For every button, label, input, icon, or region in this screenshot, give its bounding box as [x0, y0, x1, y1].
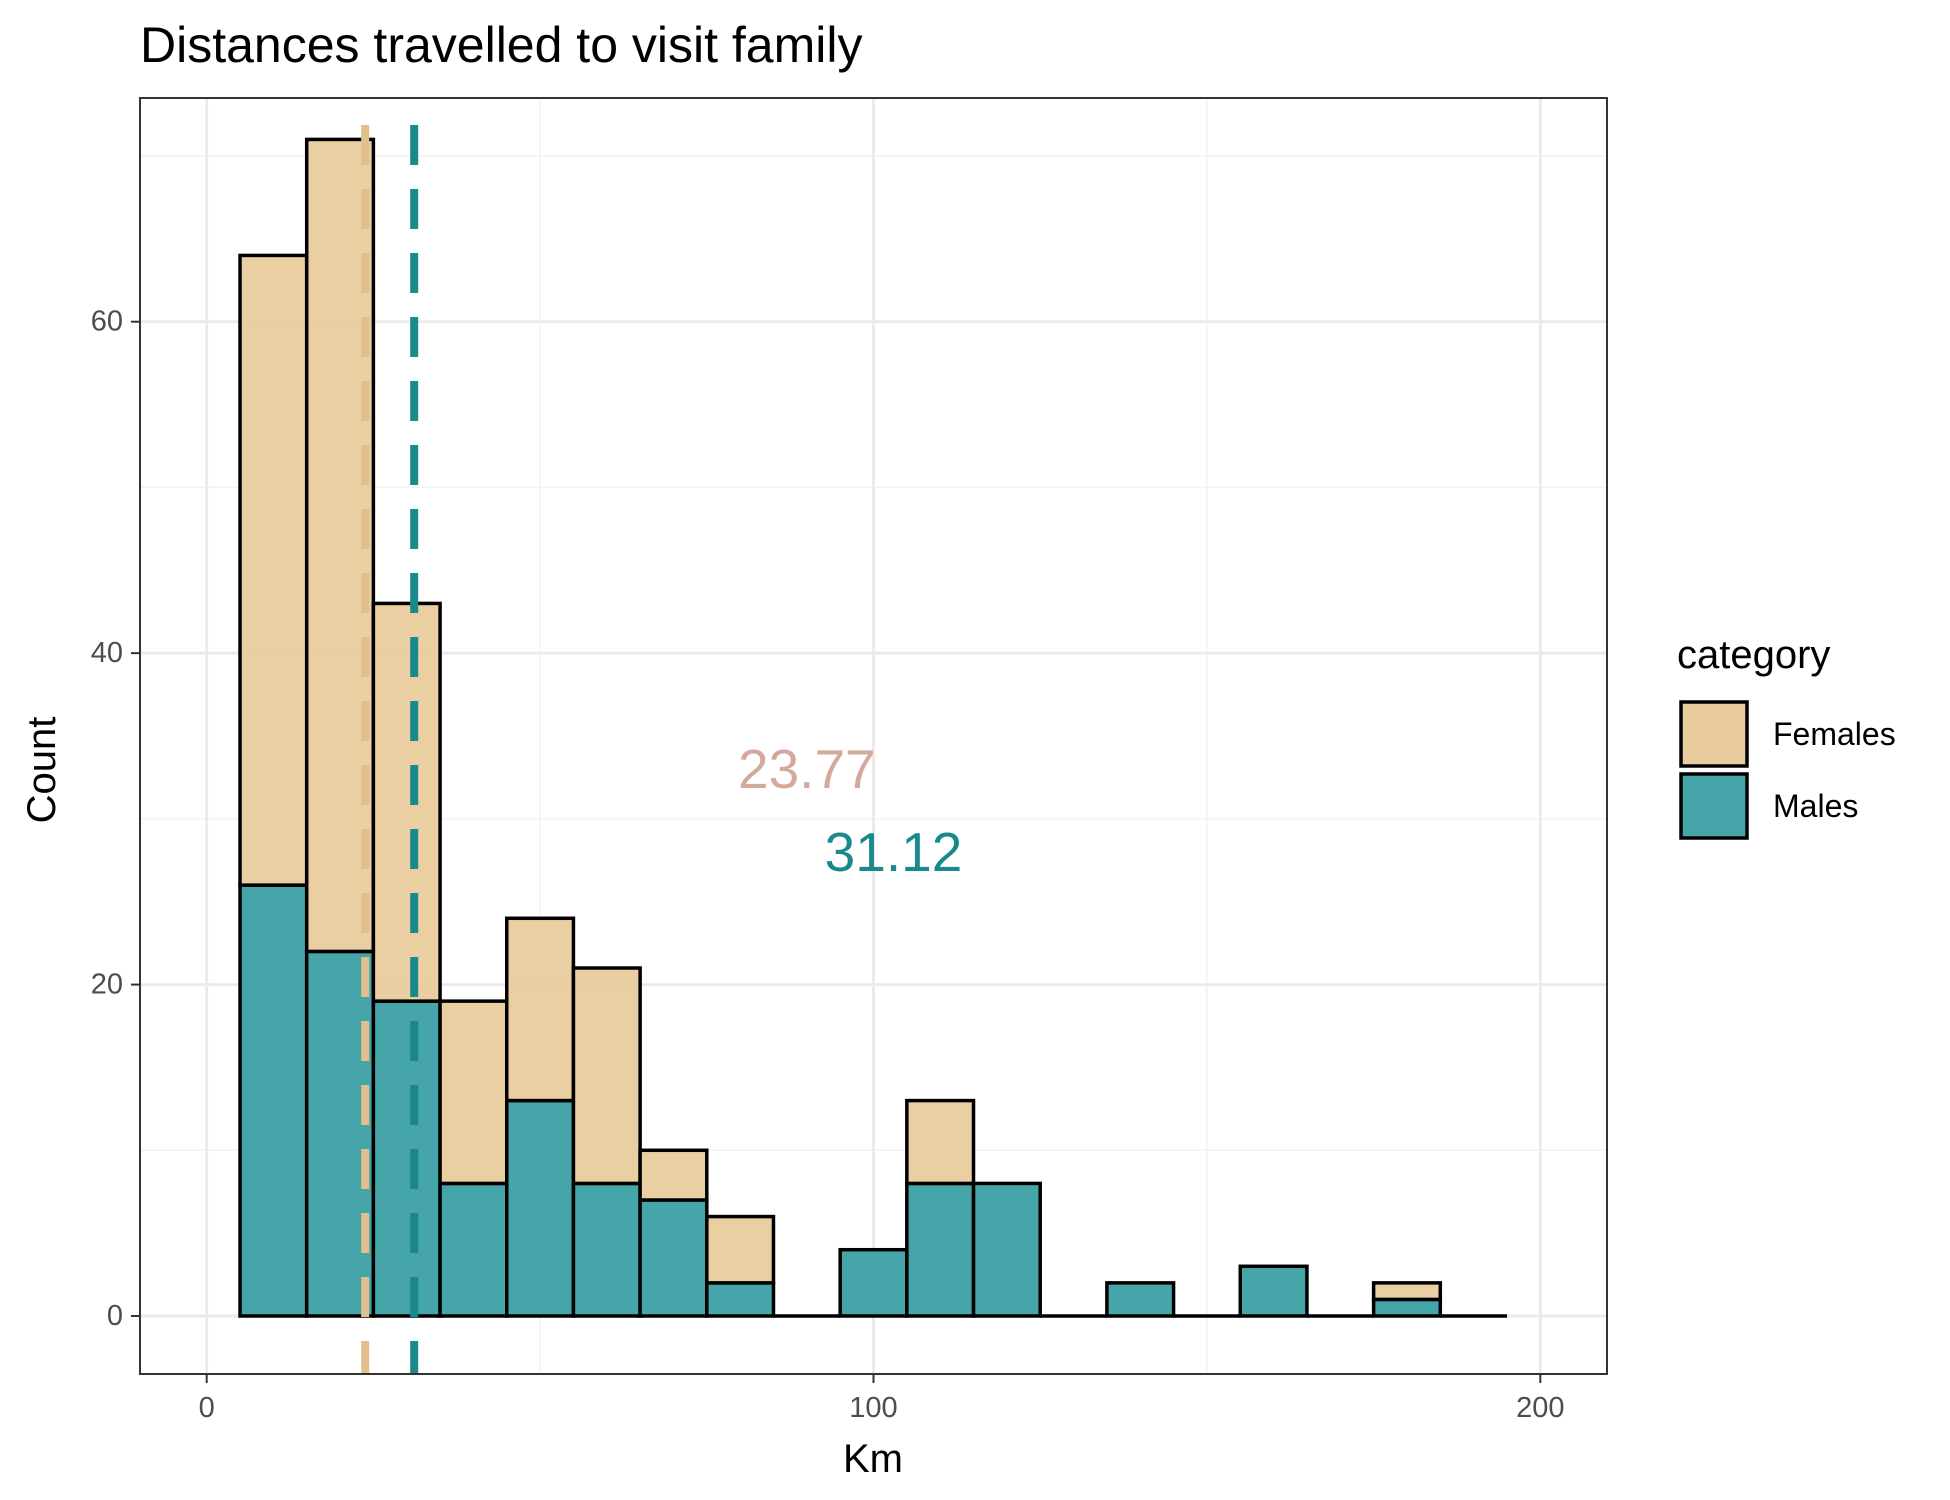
bar-females — [1371, 1281, 1443, 1302]
mean-label-females: 23.77 — [738, 738, 876, 800]
x-axis-ticks: 0 100 200 — [199, 1374, 1565, 1424]
bar-males — [971, 1181, 1042, 1318]
bar-males — [505, 1098, 576, 1318]
y-tick-label: 20 — [91, 969, 123, 1001]
x-tick-label: 100 — [849, 1392, 897, 1424]
bar-males — [304, 949, 376, 1318]
bar-males — [638, 1198, 709, 1318]
x-tick-label: 200 — [1516, 1392, 1564, 1424]
bar-males — [1371, 1297, 1443, 1318]
x-tick-label: 0 — [199, 1392, 215, 1424]
legend-label-males: Males — [1773, 788, 1858, 824]
bar-males — [438, 1181, 509, 1318]
legend: category Females Males — [1677, 633, 1896, 840]
bar-males — [705, 1281, 776, 1318]
y-axis-title: Count — [20, 717, 64, 824]
mean-label-males: 31.12 — [825, 821, 963, 883]
mean-lines — [361, 125, 419, 1374]
y-tick-label: 60 — [91, 306, 123, 338]
bar-males — [238, 883, 309, 1318]
bar-males — [1105, 1281, 1176, 1318]
y-tick-label: 0 — [107, 1300, 123, 1332]
y-tick-label: 40 — [91, 637, 123, 669]
y-axis-ticks: 0 20 40 60 — [91, 306, 140, 1332]
bar-males — [838, 1247, 909, 1318]
bar-females — [238, 253, 309, 887]
legend-label-females: Females — [1773, 716, 1896, 752]
legend-key-females — [1679, 700, 1749, 768]
bars — [238, 137, 1507, 1318]
bar-females — [438, 999, 509, 1186]
bar-females — [505, 916, 576, 1103]
legend-key-males — [1679, 772, 1749, 840]
x-axis-title: Km — [843, 1437, 903, 1481]
bar-males — [1238, 1264, 1309, 1318]
bar-males — [905, 1181, 976, 1318]
bar-males — [371, 999, 442, 1318]
bar-females — [705, 1214, 776, 1285]
mean-annotations: 23.77 31.12 — [738, 738, 962, 883]
bar-males — [571, 1181, 642, 1318]
bar-females — [571, 966, 642, 1186]
chart-title: Distances travelled to visit family — [140, 17, 862, 73]
bar-females — [371, 601, 442, 1003]
bar-females — [905, 1098, 976, 1186]
bar-females — [638, 1148, 709, 1202]
legend-title: category — [1677, 633, 1830, 677]
